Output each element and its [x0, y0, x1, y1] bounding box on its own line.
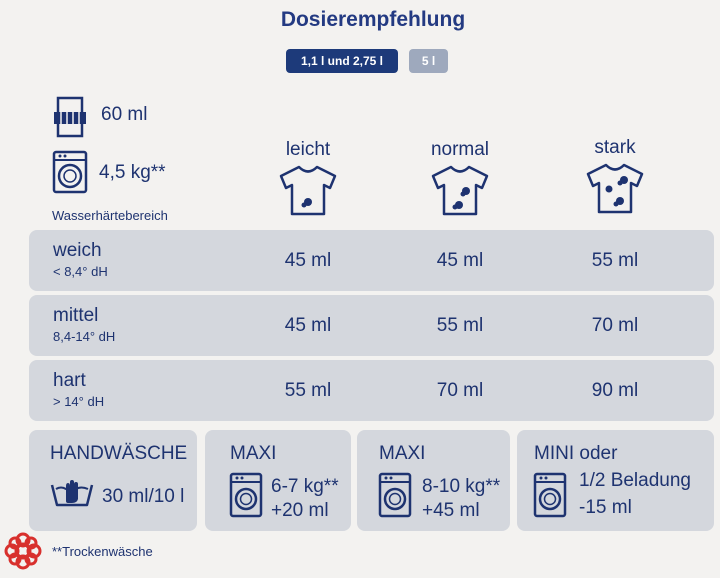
size-tab-small[interactable]: 1,1 l und 2,75 l — [286, 49, 398, 73]
tshirt-light-stain-icon — [277, 164, 339, 216]
tshirt-normal-stain-icon — [429, 164, 491, 216]
logo-icon — [4, 532, 42, 570]
row-mittel: mittel 8,4-14° dH 45 ml 55 ml 70 ml — [29, 295, 714, 356]
box-dose: -15 ml — [579, 497, 632, 518]
box-maxi-large: MAXI 8-10 kg** +45 ml — [357, 430, 510, 531]
value-stark: 90 ml — [591, 380, 639, 401]
row-hart: hart > 14° dH 55 ml 70 ml 90 ml — [29, 360, 714, 421]
value-stark: 55 ml — [591, 250, 639, 271]
box-load: 6-7 kg** — [271, 476, 339, 497]
value-leicht: 45 ml — [284, 250, 332, 271]
row-range: > 14° dH — [53, 394, 105, 409]
column-leicht: leicht — [285, 139, 331, 160]
box-dose: +45 ml — [422, 500, 480, 521]
tshirt-heavy-stain-icon — [584, 162, 646, 214]
box-dose: 30 ml/10 l — [102, 486, 185, 507]
box-title: MAXI — [379, 443, 426, 464]
washing-machine-icon — [533, 472, 567, 518]
washing-machine-icon — [229, 472, 263, 518]
value-stark: 70 ml — [591, 315, 639, 336]
row-name: weich — [53, 240, 102, 261]
value-leicht: 55 ml — [284, 380, 332, 401]
washing-machine-icon — [52, 150, 88, 194]
row-range: < 8,4° dH — [53, 264, 108, 279]
washing-machine-icon — [378, 472, 412, 518]
water-hardness-label: Wasserhärtebereich — [52, 208, 168, 223]
value-normal: 55 ml — [436, 315, 484, 336]
page-title: Dosierempfehlung — [280, 8, 466, 31]
value-normal: 70 ml — [436, 380, 484, 401]
box-load: 8-10 kg** — [422, 476, 501, 497]
column-stark: stark — [594, 137, 636, 158]
row-range: 8,4-14° dH — [53, 329, 116, 344]
box-dose: +20 ml — [271, 500, 329, 521]
row-name: mittel — [53, 305, 99, 326]
box-title: HANDWÄSCHE — [50, 443, 188, 464]
box-handwaesche: HANDWÄSCHE 30 ml/10 l — [29, 430, 197, 531]
footnote: **Trockenwäsche — [52, 544, 153, 559]
box-load: 1/2 Beladung — [579, 470, 691, 491]
box-title: MINI oder — [534, 443, 618, 464]
column-normal: normal — [430, 139, 490, 160]
dose-icon — [52, 96, 88, 138]
value-leicht: 45 ml — [284, 315, 332, 336]
size-tab-5l[interactable]: 5 l — [409, 49, 448, 73]
dose-value: 60 ml — [101, 104, 148, 125]
value-normal: 45 ml — [436, 250, 484, 271]
box-maxi-small: MAXI 6-7 kg** +20 ml — [205, 430, 351, 531]
row-weich: weich < 8,4° dH 45 ml 45 ml 55 ml — [29, 230, 714, 291]
hand-wash-icon — [50, 479, 94, 509]
row-name: hart — [53, 370, 86, 391]
box-title: MAXI — [230, 443, 277, 464]
load-value: 4,5 kg** — [99, 162, 166, 183]
box-mini: MINI oder 1/2 Beladung -15 ml — [517, 430, 714, 531]
